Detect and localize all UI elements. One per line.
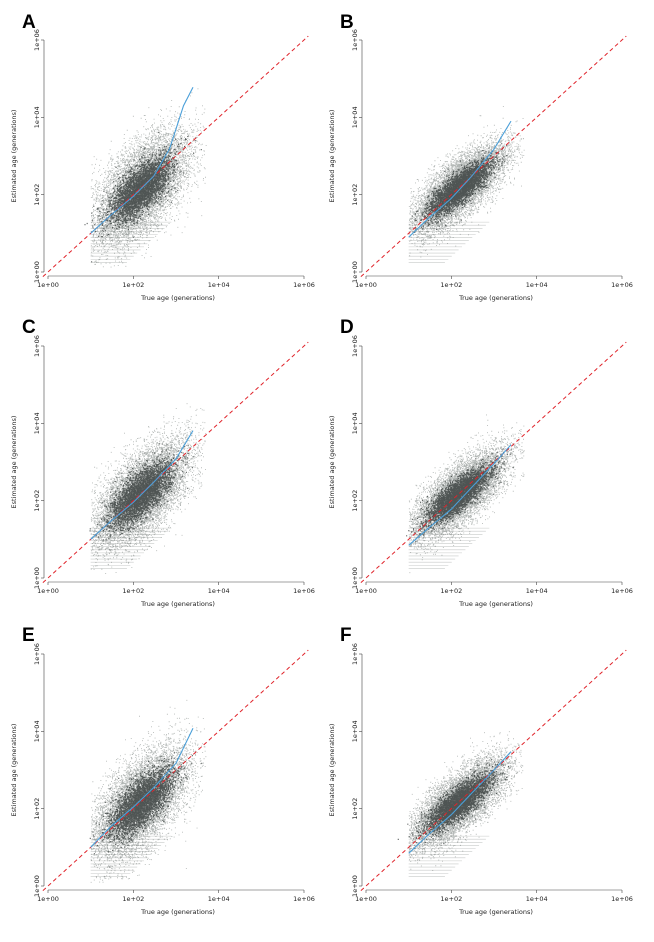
trend-line xyxy=(90,430,194,540)
x-tick-label: 1e+04 xyxy=(208,281,230,289)
y-tick-label: 1e+00 xyxy=(351,875,359,897)
identity-line xyxy=(360,341,627,584)
y-tick-label: 1e+04 xyxy=(33,720,41,742)
axes: 1e+00 1e+02 1e+04 1e+06 1e+00 1e+02 1e+04 1e+06 xyxy=(351,335,633,595)
identity-line xyxy=(360,35,627,278)
y-tick-label: 1e+02 xyxy=(33,490,41,512)
y-axis-label: Estimated age (generations) xyxy=(10,110,18,203)
x-axis-label: True age (generations) xyxy=(140,294,215,302)
y-tick-label: 1e+02 xyxy=(33,184,41,206)
axes: 1e+00 1e+02 1e+04 1e+06 1e+00 1e+02 1e+04 1e+06 xyxy=(33,643,315,903)
y-tick-label: 1e+04 xyxy=(351,720,359,742)
y-axis-label: Estimated age (generations) xyxy=(328,724,336,817)
x-tick-label: 1e+02 xyxy=(122,587,144,595)
x-axis-label: True age (generations) xyxy=(140,908,215,916)
trend-line xyxy=(408,444,512,546)
panel-E: E1e+00 1e+02 1e+04 1e+061e+001e+021e+041e+0… xyxy=(10,625,315,916)
x-tick-label: 1e+02 xyxy=(440,587,462,595)
panel-A: A1e+00 1e+02 1e+04 1e+061e+001e+021e+041e+0… xyxy=(10,12,315,302)
identity-line xyxy=(42,649,309,892)
y-tick-label: 1e+06 xyxy=(33,643,41,665)
scatter-points xyxy=(408,106,525,263)
x-axis-label: True age (generations) xyxy=(458,600,533,608)
x-tick-label: 1e+00 xyxy=(355,895,377,903)
y-tick-label: 1e+02 xyxy=(33,798,41,820)
y-tick-label: 1e+00 xyxy=(351,261,359,283)
panel-label: B xyxy=(340,12,354,33)
y-tick-label: 1e+06 xyxy=(33,335,41,357)
x-tick-label: 1e+02 xyxy=(122,281,144,289)
y-axis-label: Estimated age (generations) xyxy=(328,110,336,203)
panel-B: B1e+00 1e+02 1e+04 1e+061e+001e+021e+041e+0… xyxy=(328,12,633,302)
y-tick-label: 1e+02 xyxy=(351,798,359,820)
x-tick-label: 1e+04 xyxy=(208,895,230,903)
panel-label: D xyxy=(340,317,354,338)
x-tick-label: 1e+06 xyxy=(293,587,315,595)
y-tick-label: 1e+06 xyxy=(33,29,41,51)
x-tick-label: 1e+06 xyxy=(293,281,315,289)
x-tick-label: 1e+06 xyxy=(611,281,633,289)
y-tick-label: 1e+00 xyxy=(351,567,359,589)
trend-line xyxy=(90,86,194,234)
panel-label: C xyxy=(22,317,36,338)
panel-C: C1e+00 1e+02 1e+04 1e+061e+001e+021e+041e+0… xyxy=(10,317,315,608)
panel-D: D1e+00 1e+02 1e+04 1e+061e+001e+021e+041e+0… xyxy=(328,317,633,608)
scatter-points xyxy=(84,88,207,268)
panel-label: F xyxy=(340,625,352,646)
y-tick-label: 1e+02 xyxy=(351,184,359,206)
panel-F: F1e+00 1e+02 1e+04 1e+061e+001e+021e+041e+0… xyxy=(328,625,633,916)
x-tick-label: 1e+04 xyxy=(526,587,548,595)
y-tick-label: 1e+02 xyxy=(351,490,359,512)
identity-line xyxy=(42,341,309,584)
x-tick-label: 1e+00 xyxy=(37,895,59,903)
y-tick-label: 1e+06 xyxy=(351,643,359,665)
scatter-points xyxy=(397,731,524,877)
x-tick-label: 1e+04 xyxy=(526,281,548,289)
axes: 1e+00 1e+02 1e+04 1e+06 1e+00 1e+02 1e+04 1e+06 xyxy=(33,335,315,595)
y-tick-label: 1e+06 xyxy=(351,29,359,51)
trend-line xyxy=(408,751,512,854)
x-tick-label: 1e+02 xyxy=(440,281,462,289)
panel-label: A xyxy=(22,12,36,33)
y-tick-label: 1e+00 xyxy=(33,875,41,897)
axes: 1e+00 1e+02 1e+04 1e+06 1e+00 1e+02 1e+04 1e+06 xyxy=(351,643,633,903)
x-axis-label: True age (generations) xyxy=(458,908,533,916)
x-tick-label: 1e+02 xyxy=(440,895,462,903)
y-axis-label: Estimated age (generations) xyxy=(10,724,18,817)
y-tick-label: 1e+06 xyxy=(351,335,359,357)
scatter-points xyxy=(89,699,207,883)
y-tick-label: 1e+04 xyxy=(33,106,41,128)
trend-line xyxy=(90,728,194,848)
x-tick-label: 1e+00 xyxy=(355,587,377,595)
y-tick-label: 1e+04 xyxy=(351,106,359,128)
axes: 1e+00 1e+02 1e+04 1e+06 1e+00 1e+02 1e+04 1e+06 xyxy=(351,29,633,289)
axes: 1e+00 1e+02 1e+04 1e+06 1e+00 1e+02 1e+04 1e+06 xyxy=(33,29,315,289)
y-tick-label: 1e+00 xyxy=(33,261,41,283)
y-tick-label: 1e+00 xyxy=(33,567,41,589)
panel-label: E xyxy=(22,625,35,646)
x-tick-label: 1e+00 xyxy=(37,281,59,289)
y-axis-label: Estimated age (generations) xyxy=(10,416,18,509)
y-axis-label: Estimated age (generations) xyxy=(328,416,336,509)
x-axis-label: True age (generations) xyxy=(140,600,215,608)
trend-line xyxy=(408,120,512,238)
x-tick-label: 1e+06 xyxy=(293,895,315,903)
x-tick-label: 1e+02 xyxy=(122,895,144,903)
x-tick-label: 1e+04 xyxy=(526,895,548,903)
identity-line xyxy=(42,35,309,278)
x-tick-label: 1e+00 xyxy=(37,587,59,595)
x-tick-label: 1e+06 xyxy=(611,895,633,903)
x-tick-label: 1e+04 xyxy=(208,587,230,595)
y-tick-label: 1e+04 xyxy=(33,412,41,434)
y-tick-label: 1e+04 xyxy=(351,412,359,434)
x-axis-label: True age (generations) xyxy=(458,294,533,302)
x-tick-label: 1e+06 xyxy=(611,587,633,595)
x-tick-label: 1e+00 xyxy=(355,281,377,289)
identity-line xyxy=(360,649,627,892)
